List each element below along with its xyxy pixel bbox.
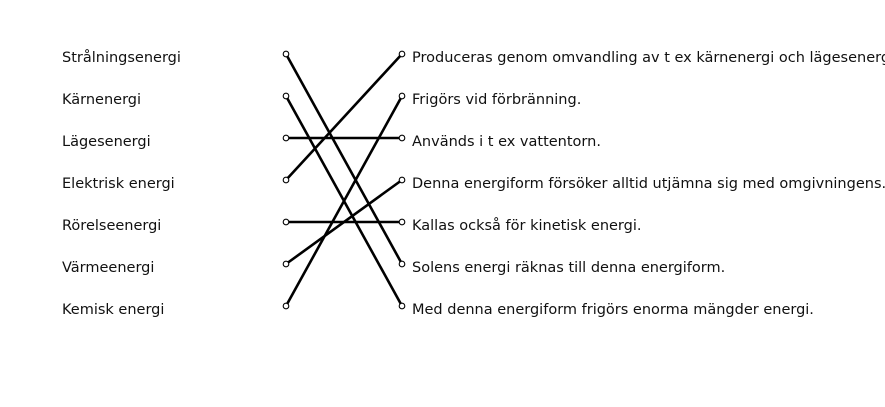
right-connector-dot[interactable] [398,134,406,142]
description-1: Produceras genom omvandling av t ex kärn… [412,50,885,66]
left-connector-dot[interactable] [282,302,290,310]
left-connector-dot[interactable] [282,176,290,184]
left-connector-dot[interactable] [282,218,290,226]
right-connector-dot[interactable] [398,176,406,184]
connection-line [284,52,404,266]
left-connector-dot[interactable] [282,92,290,100]
term-varmeenergi: Värmeenergi [62,260,155,276]
term-lagesenergi: Lägesenergi [62,134,151,150]
connection-line [284,94,404,308]
right-connector-dot[interactable] [398,302,406,310]
description-4: Denna energiform försöker alltid utjämna… [412,176,885,192]
description-5: Kallas också för kinetisk energi. [412,218,642,234]
description-2: Frigörs vid förbränning. [412,92,582,108]
left-connector-dot[interactable] [282,50,290,58]
description-7: Med denna energiform frigörs enorma mäng… [412,302,814,318]
term-karnenergi: Kärnenergi [62,92,142,108]
description-6: Solens energi räknas till denna energifo… [412,260,726,276]
right-connector-dot[interactable] [398,50,406,58]
right-connector-dot[interactable] [398,260,406,268]
term-rorelseenergi: Rörelseenergi [62,218,162,234]
right-connector-dot[interactable] [398,92,406,100]
right-connector-dot[interactable] [398,218,406,226]
connection-line [284,52,404,182]
term-elektrisk-energi: Elektrisk energi [62,176,175,192]
term-kemisk-energi: Kemisk energi [62,302,165,318]
left-connector-dot[interactable] [282,260,290,268]
description-3: Används i t ex vattentorn. [412,134,601,150]
left-connector-dot[interactable] [282,134,290,142]
term-stralningsenergi: Strålningsenergi [62,50,181,66]
connection-line [284,178,404,266]
